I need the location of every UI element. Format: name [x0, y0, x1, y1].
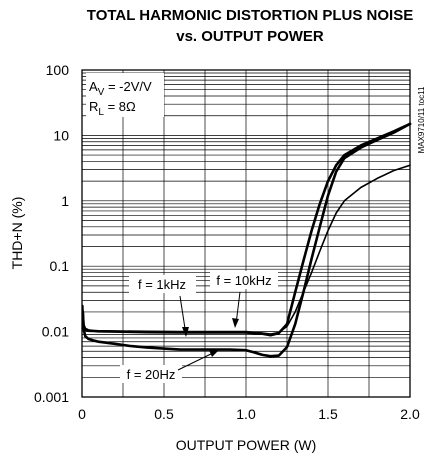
annotation-20hz-arrowhead	[209, 350, 219, 357]
series-line-3	[82, 164, 411, 335]
annot-10khz-box	[210, 271, 278, 289]
part-id-label: MAX9710/11 toc11	[417, 86, 426, 153]
chart-title-line1: TOTAL HARMONIC DISTORTION PLUS NOISE	[87, 7, 413, 24]
annotation-20hz: f = 20Hz	[127, 367, 176, 382]
annot-20hz-box	[120, 365, 182, 383]
annotation-10khz-pointer	[235, 291, 241, 325]
y-tick-label: 0.01	[42, 324, 69, 340]
conditions-box	[86, 73, 164, 117]
annotation-1khz-arrowhead	[182, 327, 189, 337]
curves	[81, 122, 412, 358]
x-tick-label: 0.5	[154, 406, 174, 422]
y-tick-label: 0.001	[34, 389, 69, 405]
x-tick-label: 1.5	[318, 406, 338, 422]
chart-title-line2: vs. OUTPUT POWER	[176, 28, 324, 45]
y-axis-label: THD+N (%)	[9, 197, 25, 270]
plot-frame	[81, 69, 411, 398]
series-line-1	[81, 122, 412, 337]
annotation-10khz: f = 10kHz	[216, 273, 271, 288]
load-condition: RL = 8Ω	[89, 99, 136, 118]
y-axis-ticks: 0.001 0.01 0.1 1 10 100	[34, 62, 69, 405]
annotation-10khz-arrowhead	[232, 318, 239, 328]
y-tick-label: 100	[46, 62, 70, 78]
x-axis-label: OUTPUT POWER (W)	[176, 437, 317, 453]
x-tick-label: 0	[78, 406, 86, 422]
grid	[82, 70, 410, 398]
x-tick-label: 1.0	[236, 406, 256, 422]
y-tick-label: 0.1	[50, 258, 70, 274]
annot-1khz-box	[129, 275, 196, 293]
part-id-box	[414, 70, 428, 170]
gain-condition: AV = -2V/V	[89, 79, 152, 98]
y-tick-label: 10	[53, 127, 69, 143]
x-axis-ticks: 0 0.5 1.0 1.5 2.0	[78, 406, 420, 422]
y-tick-label: 1	[61, 193, 69, 209]
annotation-20hz-pointer	[177, 351, 216, 371]
series-line-2	[81, 122, 412, 358]
annotation-1khz: f = 1kHz	[138, 277, 186, 292]
x-tick-label: 2.0	[400, 406, 420, 422]
